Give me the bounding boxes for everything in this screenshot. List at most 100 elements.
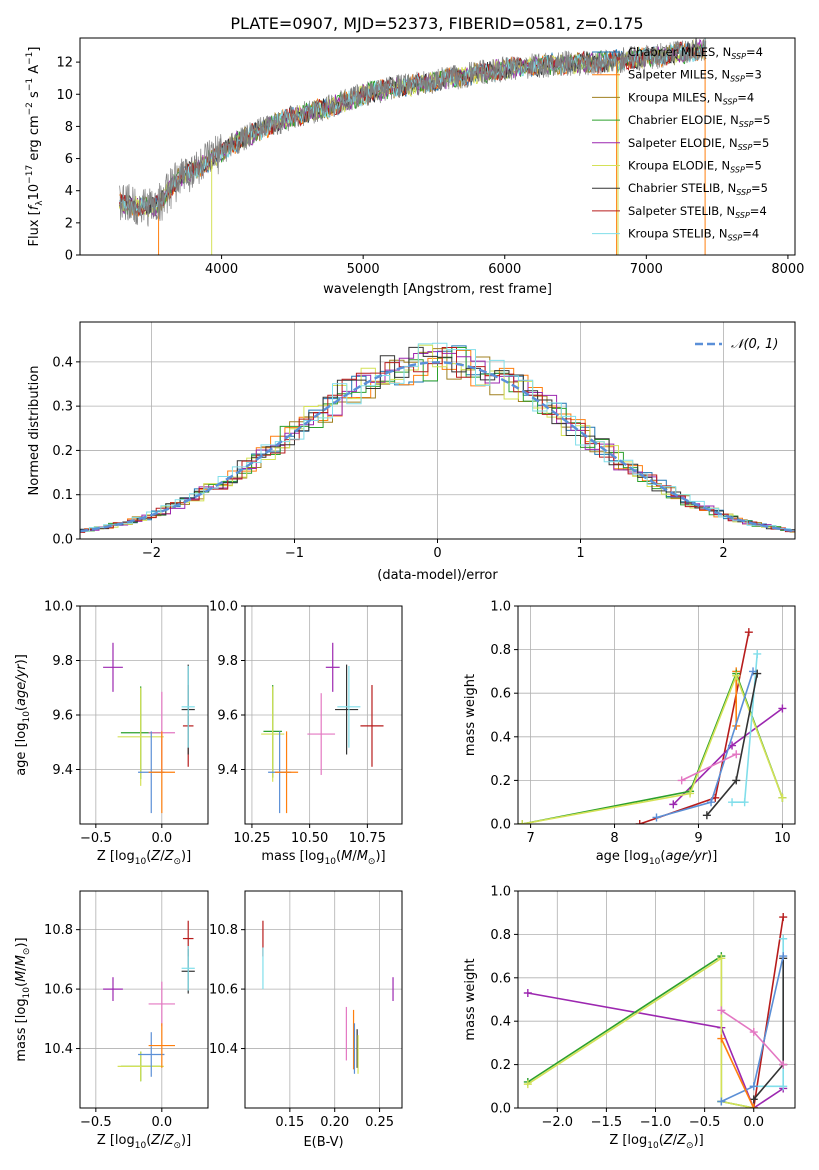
mass-weight-line (527, 956, 754, 1108)
y-tick-label: 10.8 (44, 923, 73, 938)
y-tick-label: 8 (65, 120, 73, 135)
chart-mass-vs-Z: −0.5 0.0 10.4 10.6 10.8 Z [log10(Z/Z⊙)] mass [… (14, 890, 209, 1151)
y-tick-label: 0.6 (490, 687, 511, 702)
x-tick-label: 0 (433, 546, 441, 561)
y-tick-label: 0.2 (490, 1058, 511, 1073)
y-tick-label: 1.0 (490, 600, 511, 615)
plus-marker (732, 671, 741, 680)
x-tick-label: 0.20 (320, 1115, 349, 1130)
x-tick-label: 9 (694, 831, 702, 846)
residual-histogram (80, 342, 795, 532)
legend-label: Kroupa ELODIE, NSSP=5 (628, 159, 762, 175)
plus-marker (779, 934, 788, 943)
plot-area (119, 38, 707, 255)
plot-area (80, 342, 795, 534)
error-bar-point (360, 685, 384, 767)
error-bar-point (307, 693, 336, 775)
plus-marker (753, 649, 762, 658)
chart-mass-weight-vs-age: 7 8 9 10 0.0 0.2 0.4 0.6 0.8 1.0 age [log10(age/yr… (463, 600, 796, 867)
error-bar-point (337, 665, 361, 748)
x-tick-label: −2.0 (542, 1115, 574, 1130)
y-tick-label: 10.4 (44, 1042, 73, 1057)
y-tick-label: 10.8 (209, 923, 238, 938)
panels: 4000 5000 6000 7000 8000024681012wavelength … (14, 37, 804, 1151)
plus-marker (749, 1028, 758, 1037)
x-tick-label: 7000 (630, 262, 663, 277)
chart-mass-weight-vs-Z: −2.0 −1.5 −1.0 −0.5 0.0 0.0 0.2 0.4 0.6 0.8 1.0 Z [… (463, 885, 796, 1151)
x-tick-label: −1.0 (640, 1115, 672, 1130)
x-axis-label: Z [log10(Z/Z⊙)] (609, 1133, 703, 1151)
x-tick-label: −0.5 (689, 1115, 721, 1130)
x-axis-label: (data-model)/error (377, 568, 498, 583)
y-tick-label: 1.0 (490, 885, 511, 900)
y-tick-label: 9.6 (217, 709, 238, 724)
x-axis-label: Z [log10(Z/Z⊙)] (97, 1133, 191, 1151)
plus-marker (707, 798, 716, 807)
error-bar-point (117, 1051, 164, 1082)
x-tick-label: −1 (285, 546, 304, 561)
error-bar-point (117, 687, 164, 786)
observed-spectrum-line (119, 38, 707, 227)
plus-marker (717, 954, 726, 963)
y-tick-label: 0.3 (52, 400, 73, 415)
gridlines (245, 891, 402, 1108)
legend-label: Chabrier MILES, NSSP=4 (628, 45, 763, 61)
y-tick-label: 0.1 (52, 488, 73, 503)
y-tick-label: 12 (56, 56, 73, 71)
mass-weight-line (527, 992, 784, 1108)
y-tick-label: 10.0 (44, 600, 73, 615)
x-tick-label: 4000 (205, 262, 238, 277)
x-tick-label: 10.75 (349, 831, 386, 846)
axes-frame (517, 890, 796, 1109)
plus-marker (652, 813, 661, 822)
error-bar-point (335, 664, 359, 755)
plus-marker (779, 913, 788, 922)
plus-marker (686, 789, 695, 798)
mass-weight-line (720, 1009, 784, 1066)
x-tick-label: 7 (526, 831, 534, 846)
gridlines (518, 605, 795, 825)
y-axis-label: mass [log10(M/M⊙)] (14, 937, 32, 1061)
y-tick-label: 0.0 (490, 818, 511, 833)
y-tick-label: 0.0 (52, 533, 73, 548)
y-tick-label: 0.4 (490, 730, 511, 745)
x-tick-label: −1.5 (591, 1115, 623, 1130)
x-tick-label: −2 (142, 546, 161, 561)
y-tick-label: 6 (65, 152, 73, 167)
chart-spectrum: 4000 5000 6000 7000 8000 0 2 4 6 8 10 12 wavelength … (25, 37, 804, 297)
chart-age-vs-mass: 10.25 10.50 10.75 9.4 9.6 9.8 10.0 mass [log10(… (209, 600, 403, 867)
figure-title: PLATE=0907, MJD=52373, FIBERID=0581, z=0… (230, 14, 643, 33)
x-tick-label: 0.0 (151, 831, 172, 846)
plus-marker (740, 798, 749, 807)
x-axis-label: wavelength [Angstrom, rest frame] (323, 282, 552, 297)
plot-area (262, 920, 394, 1074)
y-tick-label: 0 (65, 249, 73, 264)
plus-marker (732, 750, 741, 759)
error-bar-point (325, 642, 340, 692)
error-bar-point (148, 731, 176, 814)
x-tick-label: 6000 (488, 262, 521, 277)
x-tick-label: 10.25 (233, 831, 270, 846)
plus-marker (744, 628, 753, 637)
x-axis-label: mass [log10(M/M⊙)] (261, 849, 385, 867)
y-tick-label: 9.6 (52, 709, 73, 724)
plus-marker (669, 800, 678, 809)
legend: 𝒩(0, 1) (695, 337, 778, 352)
plus-marker (749, 1082, 758, 1091)
x-tick-label: 10 (774, 831, 791, 846)
error-bar-point (138, 1032, 165, 1077)
axes-frame (244, 890, 403, 1109)
plus-marker (779, 1082, 788, 1091)
plus-marker (749, 667, 758, 676)
residual-histogram (80, 344, 795, 533)
y-tick-label: 0.2 (490, 774, 511, 789)
y-tick-label: 10.0 (209, 600, 238, 615)
plus-marker (779, 1060, 788, 1069)
legend-label: Salpeter ELODIE, NSSP=5 (628, 136, 769, 152)
x-axis-label: age [log10(age/yr)] (596, 849, 718, 867)
plus-marker (779, 952, 788, 961)
plus-marker (677, 776, 686, 785)
x-tick-label: 5000 (347, 262, 380, 277)
x-tick-label: 1 (576, 546, 584, 561)
mass-weight-line (681, 753, 737, 782)
